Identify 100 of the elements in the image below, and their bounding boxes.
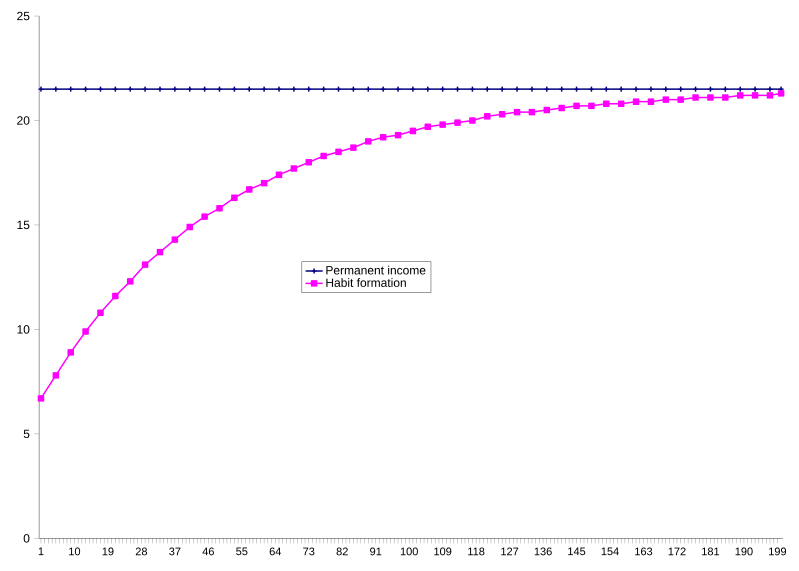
- point: [394, 86, 402, 92]
- point: [380, 86, 386, 92]
- point: [514, 108, 520, 116]
- point: [142, 86, 148, 92]
- point: [335, 86, 342, 92]
- point: [662, 96, 670, 103]
- point: [320, 152, 327, 160]
- x-tick-label: 127: [501, 547, 518, 556]
- x-tick-label: 190: [736, 547, 753, 556]
- x-tick-label: 172: [668, 547, 686, 556]
- point: [142, 261, 148, 268]
- point: [692, 86, 699, 92]
- point: [112, 292, 119, 300]
- x-tick-label: 1: [38, 547, 44, 555]
- point: [692, 94, 699, 101]
- point: [528, 86, 536, 92]
- x-tick-label: 199: [769, 547, 786, 556]
- legend-label: Habit formation: [326, 278, 406, 287]
- y-tick-label: 10: [17, 324, 30, 334]
- point: [648, 98, 654, 105]
- point: [246, 86, 253, 92]
- x-tick-label: 37: [169, 547, 180, 556]
- point: [350, 86, 357, 92]
- point: [201, 86, 208, 92]
- point: [484, 86, 491, 92]
- x-tick-label: 10: [69, 547, 80, 556]
- y-tick-label: 0: [24, 534, 30, 542]
- point: [588, 86, 595, 92]
- point: [618, 86, 624, 92]
- point: [707, 94, 714, 101]
- point: [290, 86, 298, 92]
- point: [126, 278, 134, 284]
- point: [528, 108, 536, 116]
- point: [276, 171, 282, 178]
- point: [320, 86, 327, 92]
- x-tick-label: 109: [434, 547, 452, 556]
- x-tick-label: 100: [400, 547, 418, 556]
- point: [662, 86, 670, 92]
- point: [365, 138, 372, 144]
- point: [778, 90, 784, 96]
- point: [469, 86, 476, 92]
- point: [498, 86, 506, 92]
- point: [648, 86, 654, 92]
- point: [246, 186, 253, 192]
- point: [305, 158, 312, 166]
- point: [350, 144, 357, 151]
- point: [766, 92, 774, 98]
- point: [722, 86, 729, 92]
- point: [558, 104, 565, 112]
- point: [260, 86, 268, 92]
- point: [439, 121, 446, 128]
- point: [588, 102, 595, 109]
- point: [677, 96, 684, 103]
- y-tick-label: 5: [24, 430, 30, 438]
- point: [573, 86, 580, 92]
- point: [766, 86, 774, 92]
- x-tick-label: 55: [236, 547, 248, 556]
- x-tick-label: 64: [270, 547, 282, 556]
- x-tick-label: 28: [136, 547, 148, 556]
- point: [632, 98, 640, 105]
- y-tick-label: 25: [17, 12, 30, 20]
- x-tick-label: 118: [468, 547, 484, 556]
- point: [752, 86, 758, 92]
- x-tick-label: 145: [568, 547, 586, 556]
- point: [156, 86, 164, 92]
- point: [231, 194, 238, 201]
- x-tick-label: 136: [534, 547, 552, 556]
- point: [335, 148, 342, 155]
- point: [126, 86, 134, 92]
- point: [394, 132, 402, 138]
- point: [424, 86, 432, 92]
- point: [558, 86, 565, 92]
- point: [38, 394, 44, 402]
- x-tick-label: 91: [370, 547, 382, 556]
- point: [172, 236, 178, 243]
- point: [112, 86, 119, 92]
- point: [365, 86, 372, 92]
- x-tick-label: 82: [336, 547, 348, 556]
- point: [722, 94, 729, 101]
- y-tick-label: 20: [17, 116, 30, 125]
- point: [603, 86, 610, 92]
- point: [97, 309, 104, 316]
- point: [603, 100, 610, 107]
- point: [677, 86, 684, 92]
- point: [454, 119, 461, 126]
- point: [216, 86, 223, 92]
- point: [186, 86, 193, 92]
- point: [97, 86, 104, 92]
- point: [736, 92, 744, 98]
- x-tick-label: 163: [635, 547, 652, 556]
- point: [305, 86, 312, 92]
- point: [260, 180, 268, 186]
- point: [736, 86, 744, 92]
- point: [498, 110, 506, 118]
- point: [484, 112, 491, 120]
- point: [156, 248, 164, 256]
- x-tick-label: 46: [202, 547, 214, 556]
- point: [380, 134, 386, 140]
- x-tick-label: 19: [102, 547, 114, 556]
- point: [439, 86, 446, 92]
